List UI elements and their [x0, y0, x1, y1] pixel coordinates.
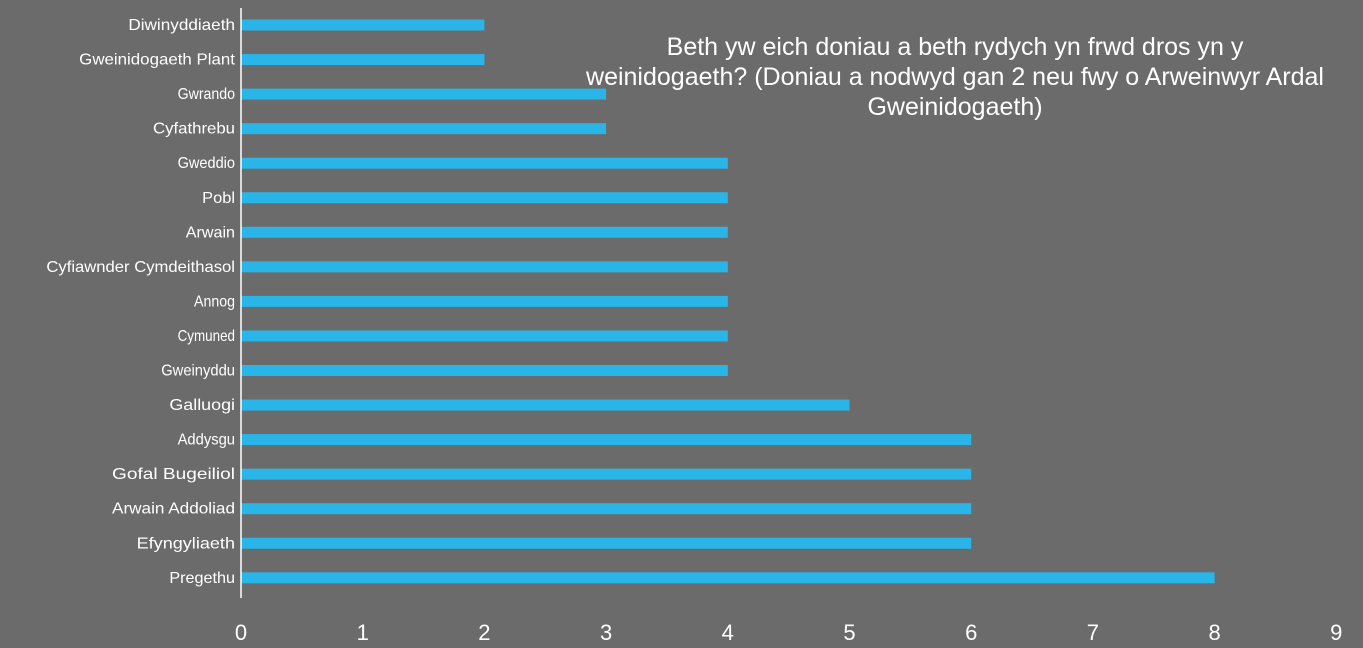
x-tick-label: 5	[843, 620, 855, 645]
bar-2	[241, 88, 607, 100]
bar-13	[241, 468, 972, 480]
x-tick-label: 8	[1208, 620, 1220, 645]
category-label: Gweinyddu	[161, 363, 235, 380]
bar-8	[241, 295, 728, 307]
x-tick-label: 0	[235, 620, 247, 645]
bar-14	[241, 503, 972, 515]
bar-7	[241, 261, 728, 273]
category-label: Arwain Addoliad	[112, 501, 235, 518]
bars-layer	[241, 19, 1215, 584]
category-label: Galluogi	[169, 397, 235, 414]
category-label: Arwain	[186, 224, 235, 241]
category-label: Cyfathrebu	[153, 121, 235, 138]
category-label: Gweinidogaeth Plant	[79, 52, 235, 69]
x-tick-label: 3	[600, 620, 612, 645]
bar-15	[241, 537, 972, 549]
x-tick-label: 4	[722, 620, 734, 645]
bar-4	[241, 157, 728, 169]
bar-16	[241, 572, 1215, 584]
category-label: Pregethu	[169, 570, 235, 587]
bar-10	[241, 365, 728, 376]
category-label: Gofal Bugeiliol	[112, 466, 235, 483]
x-tick-label: 2	[478, 620, 490, 645]
x-tick-label: 1	[357, 620, 369, 645]
category-label: Diwinyddiaeth	[128, 17, 235, 34]
x-tick-label: 6	[965, 620, 977, 645]
category-label: Addysgu	[178, 432, 235, 449]
category-label: Gwrando	[178, 86, 235, 103]
bar-3	[241, 123, 607, 135]
bar-0	[241, 19, 485, 31]
category-label: Pobl	[202, 190, 235, 207]
x-tick-label: 7	[1087, 620, 1099, 645]
category-label: Cyfiawnder Cymdeithasol	[46, 259, 235, 276]
x-tick-label: 9	[1330, 620, 1342, 645]
bar-9	[241, 330, 728, 342]
category-label: Efyngyliaeth	[137, 535, 235, 552]
category-labels: Diwinyddiaeth Gweinidogaeth Plant Gwrando C…	[46, 17, 235, 587]
category-label: Gweddio	[178, 155, 235, 172]
bar-6	[241, 226, 728, 238]
category-label: Annog	[194, 293, 235, 310]
bar-5	[241, 192, 728, 204]
chart-title: Beth yw eich doniau a beth rydych yn frw…	[586, 33, 1324, 121]
bar-12	[241, 434, 972, 446]
bar-1	[241, 54, 485, 66]
bar-11	[241, 399, 850, 411]
category-label: Cymuned	[178, 328, 235, 345]
x-axis-ticks: 0 1 2 3 4 5 6 7 8 9	[235, 620, 1343, 645]
